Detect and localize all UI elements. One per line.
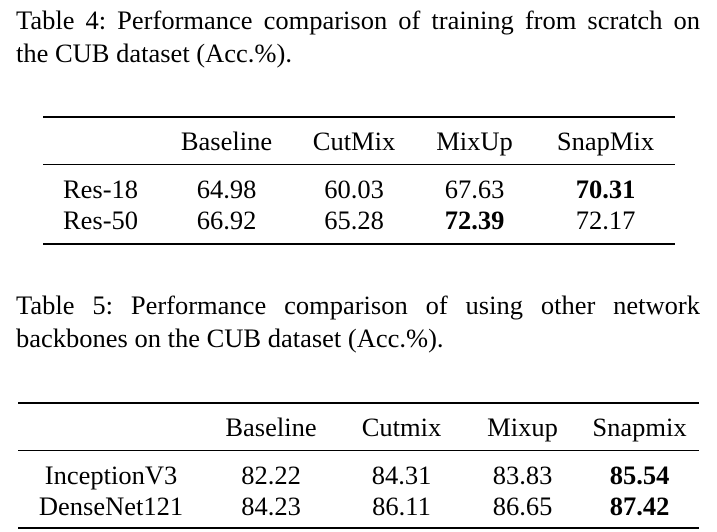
header-cell: Snapmix (592, 412, 687, 443)
table-4-caption: Table 4: Performance comparison of train… (16, 5, 700, 68)
value-cell: 67.63 (444, 173, 505, 204)
value-cell: 83.83 (492, 459, 553, 490)
value-cell: 64.98 (196, 173, 257, 204)
value-cell: 72.39 (444, 204, 505, 235)
value-cell: 60.03 (324, 173, 384, 204)
value-cell: 85.54 (609, 459, 670, 490)
row-label: Res-50 (62, 204, 139, 235)
header-cell: Mixup (487, 412, 558, 443)
value-cell: 70.31 (575, 173, 636, 204)
value-cell: 86.11 (372, 490, 431, 521)
header-cell (43, 117, 158, 164)
table-row: Res-18 64.98 60.03 67.63 70.31 (43, 164, 675, 205)
header-cell: Cutmix (361, 412, 442, 443)
table-header-row: Baseline CutMix MixUp SnapMix (43, 117, 675, 164)
value-cell: 82.22 (241, 459, 301, 490)
header-cell: SnapMix (556, 126, 655, 157)
value-cell: 86.65 (492, 490, 553, 521)
row-label: Res-18 (62, 173, 139, 204)
table-row: Res-50 66.92 65.28 72.39 72.17 (43, 205, 675, 244)
table-4: Baseline CutMix MixUp SnapMix Res-18 64.… (43, 116, 675, 245)
table-row: InceptionV3 82.22 84.31 83.83 85.54 (18, 450, 699, 491)
table-header-row: Baseline Cutmix Mixup Snapmix (18, 403, 699, 450)
value-cell: 84.23 (241, 490, 301, 521)
header-cell: MixUp (436, 126, 513, 157)
table-5: Baseline Cutmix Mixup Snapmix InceptionV… (18, 402, 699, 529)
value-cell: 87.42 (609, 490, 670, 521)
header-cell (18, 403, 204, 450)
row-label: InceptionV3 (44, 459, 178, 490)
header-cell: CutMix (312, 126, 396, 157)
value-cell: 72.17 (575, 204, 636, 235)
value-cell: 84.31 (371, 459, 432, 490)
value-cell: 65.28 (324, 204, 384, 235)
header-cell: Baseline (225, 412, 317, 443)
header-cell: Baseline (180, 126, 273, 157)
row-label: DenseNet121 (38, 490, 184, 521)
value-cell: 66.92 (196, 204, 257, 235)
table-5-caption: Table 5: Performance comparison of using… (16, 290, 700, 353)
table-row: DenseNet121 84.23 86.11 86.65 87.42 (18, 491, 699, 528)
